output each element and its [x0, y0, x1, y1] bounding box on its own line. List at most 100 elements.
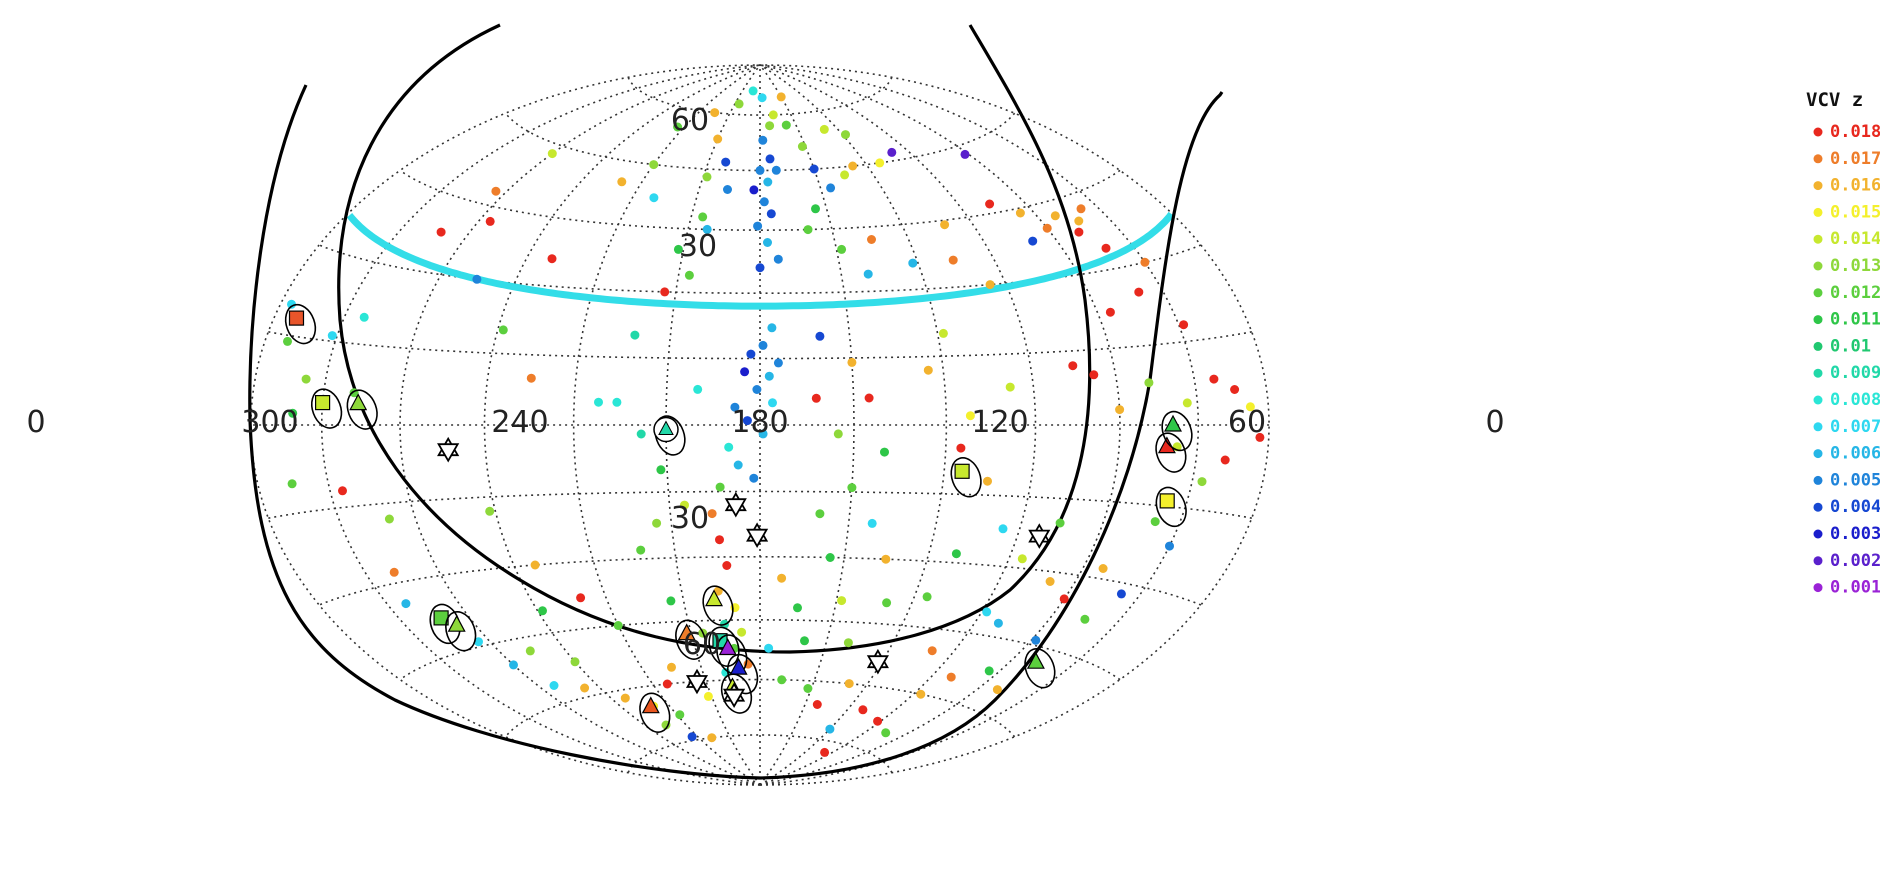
triangle-marker: [1157, 436, 1176, 454]
error-ellipse: [950, 457, 982, 498]
triangle-marker: [677, 623, 696, 641]
galaxy-point: [509, 660, 518, 670]
error-ellipse: [445, 611, 477, 652]
galaxy-point: [1150, 517, 1160, 527]
galaxy-point: [666, 596, 676, 606]
legend-swatch: [1813, 502, 1823, 512]
star-marker: [724, 491, 747, 518]
galaxy-point: [436, 227, 446, 237]
galaxy-point: [837, 596, 847, 606]
galaxy-point: [742, 416, 752, 426]
star-marker: [437, 436, 460, 463]
galaxy-point: [758, 135, 768, 145]
legend-swatch: [1813, 556, 1823, 566]
galaxy-point: [1045, 577, 1055, 586]
galaxy-point: [1115, 405, 1125, 415]
galaxy-point: [826, 183, 836, 193]
galaxy-point: [803, 684, 813, 693]
galaxy-point: [707, 509, 717, 519]
galaxy-point: [1068, 361, 1078, 371]
galaxy-point: [1144, 378, 1154, 388]
galaxy-point: [734, 99, 744, 109]
galaxy-point: [758, 340, 768, 350]
triangle-marker: [705, 589, 723, 607]
galaxy-point: [882, 598, 892, 608]
galaxy-point: [649, 160, 659, 170]
galaxy-point: [526, 373, 536, 383]
error-ellipse: [1155, 432, 1187, 473]
galaxy-point: [612, 397, 622, 407]
galaxy-point: [1255, 432, 1265, 442]
x-tick-label: 180: [731, 405, 788, 440]
legend-swatch: [1813, 181, 1823, 191]
galaxy-point: [698, 212, 708, 222]
galaxy-point: [803, 225, 813, 235]
galaxy-point: [946, 672, 956, 682]
galaxy-point: [636, 545, 646, 555]
galaxy-point: [1182, 398, 1192, 408]
parallel-45: [399, 169, 1121, 231]
error-ellipse: [654, 415, 686, 456]
galaxy-point: [998, 524, 1008, 534]
galaxy-point: [1179, 320, 1189, 330]
galaxy-point: [1230, 385, 1240, 394]
axis-labels: 0 300 240 180 120 60 0 60 30 30 60: [26, 103, 1504, 662]
legend-label: 0.017: [1830, 149, 1880, 169]
error-ellipse: [720, 673, 753, 714]
legend-swatch: [1813, 395, 1823, 405]
galaxy-point: [840, 170, 850, 180]
galaxy-point: [474, 637, 483, 647]
legend-label: 0.004: [1830, 497, 1880, 517]
cyan-band-line: [346, 211, 1175, 310]
galaxy-point: [1245, 402, 1255, 412]
legend-label: 0.013: [1830, 256, 1880, 276]
galaxy-point: [730, 402, 740, 412]
galaxy-point: [675, 710, 685, 720]
galaxy-point: [825, 724, 835, 734]
galaxy-point: [767, 323, 777, 333]
legend-swatch: [1813, 368, 1823, 378]
triangle-marker: [641, 696, 660, 714]
galaxy-point: [765, 154, 775, 164]
star-marker: [746, 522, 769, 549]
galaxy-point: [594, 397, 603, 407]
galaxy-point: [721, 157, 731, 167]
galaxy-point: [283, 336, 292, 346]
star-triangle: [866, 655, 889, 675]
star-marker: [1028, 523, 1051, 549]
galaxy-point: [938, 328, 948, 338]
legend-swatch: [1813, 127, 1823, 137]
galaxy-point: [530, 560, 540, 570]
legend-swatch: [1813, 529, 1823, 539]
legend-label: 0.016: [1830, 176, 1880, 196]
legend-label: 0.009: [1830, 363, 1880, 383]
galaxy-point: [863, 269, 873, 279]
legend-swatch: [1813, 449, 1823, 459]
legend-swatch: [1813, 261, 1823, 271]
galaxy-point: [983, 476, 992, 486]
galaxy-point: [1031, 635, 1041, 645]
legend-label: 0.003: [1830, 524, 1880, 544]
galaxy-point: [737, 627, 747, 637]
x-tick-label: 0: [26, 405, 45, 440]
galaxy-point: [951, 549, 961, 559]
galaxy-points: [283, 86, 1265, 757]
galaxy-point: [1076, 204, 1086, 214]
galaxy-point: [1105, 307, 1115, 317]
legend: VCV z 0.018 0.017 0.016 0.015 0.014 0.013 0.01…: [1806, 89, 1880, 598]
galaxy-point: [667, 662, 676, 672]
galaxy-point: [687, 732, 697, 742]
star-triangle: [722, 688, 746, 708]
square-marker: [288, 310, 305, 326]
galaxy-point: [749, 473, 759, 483]
legend-label: 0.01: [1830, 336, 1871, 356]
galaxy-point: [525, 646, 535, 656]
legend-swatch: [1813, 315, 1823, 325]
galaxy-point: [613, 621, 623, 630]
galaxy-point: [580, 683, 590, 693]
galaxy-point: [777, 675, 787, 685]
inner-boundary-curve: [337, 23, 1092, 654]
error-ellipse: [639, 692, 671, 733]
galaxy-point: [740, 367, 750, 377]
